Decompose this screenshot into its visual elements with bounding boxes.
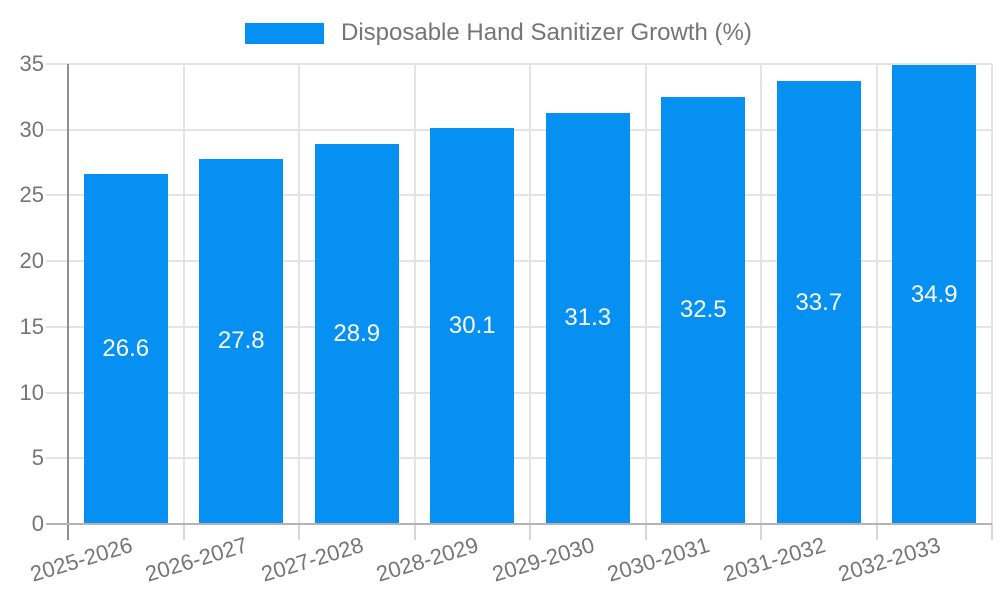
y-axis-tick-label: 25 xyxy=(19,182,44,208)
x-gridline xyxy=(413,64,416,524)
bar-value-label: 33.7 xyxy=(795,288,843,316)
x-gridline xyxy=(529,64,531,524)
x-axis-tick-label: 2029-2030 xyxy=(488,532,597,587)
y-axis-tick-label: 10 xyxy=(19,379,44,405)
bar-2032-2033[interactable]: 34.9 xyxy=(892,65,977,524)
bar-2026-2027[interactable]: 27.8 xyxy=(199,158,284,524)
x-axis-tick-label: 2026-2027 xyxy=(142,532,251,587)
y-gridline xyxy=(46,457,992,460)
x-gridline xyxy=(182,64,185,524)
bar-2027-2028[interactable]: 28.9 xyxy=(314,144,399,524)
x-gridline xyxy=(875,64,878,524)
legend-label: Disposable Hand Sanitizer Growth (%) xyxy=(341,19,752,46)
y-axis-tick-label: 35 xyxy=(19,51,44,76)
bar-2029-2030[interactable]: 31.3 xyxy=(545,112,630,524)
bar-2028-2029[interactable]: 30.1 xyxy=(430,128,515,524)
bar-2030-2031[interactable]: 32.5 xyxy=(661,96,746,524)
x-axis-tick xyxy=(298,524,300,540)
x-axis-tick xyxy=(182,524,185,540)
bar-value-label: 27.8 xyxy=(217,327,265,355)
bar-2025-2026[interactable]: 26.6 xyxy=(83,174,168,524)
y-axis-tick-label: 15 xyxy=(19,313,44,339)
x-gridline xyxy=(760,64,762,524)
bar-value-label: 30.1 xyxy=(448,312,496,340)
x-gridline xyxy=(644,64,647,524)
y-axis-tick-label: 30 xyxy=(19,116,44,142)
legend-swatch-icon xyxy=(245,22,324,44)
bar-2031-2032[interactable]: 33.7 xyxy=(776,81,861,524)
bar-value-label: 26.6 xyxy=(102,335,150,363)
y-gridline xyxy=(46,194,992,197)
x-axis-line xyxy=(46,523,992,525)
y-gridline xyxy=(46,128,992,131)
x-axis-tick xyxy=(760,524,762,540)
x-gridline xyxy=(298,64,300,524)
x-axis-tick-label: 2027-2028 xyxy=(257,532,366,587)
x-axis-tick xyxy=(644,524,647,540)
x-axis-tick xyxy=(413,524,416,540)
x-axis-tick-label: 2028-2029 xyxy=(373,532,482,587)
y-axis-tick-label: 0 xyxy=(31,511,44,536)
y-axis-tick-label: 5 xyxy=(31,445,44,471)
chart-legend[interactable]: Disposable Hand Sanitizer Growth (%) xyxy=(245,20,752,46)
x-gridline xyxy=(991,64,993,524)
x-axis-tick-label: 2032-2033 xyxy=(835,532,944,587)
y-gridline xyxy=(46,260,992,263)
y-axis-tick-label: 20 xyxy=(19,248,44,274)
y-gridline xyxy=(46,391,992,394)
x-axis-tick-label: 2025-2026 xyxy=(26,532,135,587)
bar-value-label: 31.3 xyxy=(564,304,612,332)
y-gridline xyxy=(46,63,992,65)
bar-value-label: 32.5 xyxy=(679,296,727,324)
bar-value-label: 28.9 xyxy=(333,320,381,348)
y-axis-line xyxy=(67,64,69,540)
x-axis-tick-label: 2031-2032 xyxy=(719,532,828,587)
x-axis-tick xyxy=(991,524,993,540)
y-gridline xyxy=(46,325,992,328)
x-axis-tick xyxy=(875,524,878,540)
bar-value-label: 34.9 xyxy=(910,280,958,308)
x-axis-tick xyxy=(529,524,531,540)
x-axis-tick-label: 2030-2031 xyxy=(604,532,713,587)
